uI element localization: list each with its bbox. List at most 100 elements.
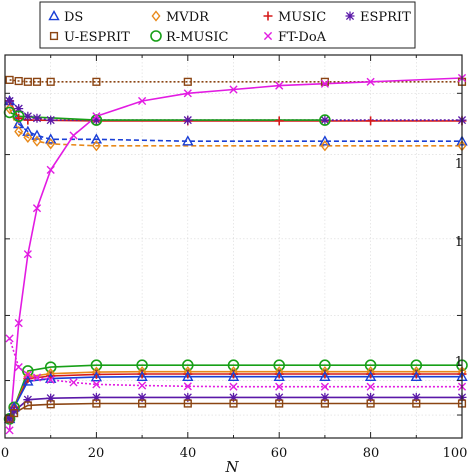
series-point-ft-doa xyxy=(32,204,42,213)
lower-series-line-ft-doa xyxy=(8,338,462,388)
y-tick-label: 1 xyxy=(455,157,463,172)
lower-series-point-esprit xyxy=(274,392,284,402)
legend-marker-ft-doa xyxy=(263,31,273,41)
series-point-esprit xyxy=(320,115,330,125)
legend-marker-r-music xyxy=(150,30,162,42)
lower-series-point-u-esprit xyxy=(23,401,32,410)
series-point-mvdr xyxy=(5,102,15,115)
x-tick-label: 0 xyxy=(1,446,9,461)
lower-series-point-ft-doa xyxy=(5,334,14,343)
series-point-u-esprit xyxy=(320,77,329,86)
lower-series-point-u-esprit xyxy=(10,409,19,418)
series-line-mvdr xyxy=(8,108,462,147)
series-point-esprit xyxy=(91,115,101,125)
series-point-ds xyxy=(45,133,57,144)
series-point-mvdr xyxy=(91,140,101,152)
legend-label: ESPRIT xyxy=(360,10,411,25)
series-point-esprit xyxy=(14,104,24,114)
series-point-mvdr xyxy=(320,140,330,152)
lower-series-line-r-music xyxy=(8,364,462,420)
series-markers xyxy=(3,73,468,435)
lower-series-point-u-esprit xyxy=(46,400,55,409)
lower-series-point-esprit xyxy=(320,392,330,402)
lower-series-point-esprit xyxy=(46,393,56,403)
series-point-u-esprit xyxy=(5,75,14,84)
lower-series-point-ds xyxy=(364,370,377,382)
series-point-esprit xyxy=(23,111,33,121)
lower-series-point-ds xyxy=(410,370,422,382)
lower-series-point-esprit xyxy=(366,392,376,402)
lower-series-point-u-esprit xyxy=(320,399,329,408)
series-point-ft-doa xyxy=(69,131,78,140)
lower-series-point-esprit xyxy=(9,406,19,416)
series-point-ft-doa xyxy=(183,89,192,98)
y-tick-label: 1 xyxy=(455,235,463,250)
series-point-ft-doa xyxy=(14,319,23,328)
lower-series-point-u-esprit xyxy=(92,399,101,408)
lower-series-point-ds xyxy=(182,370,194,382)
x-tick-label: 60 xyxy=(271,446,288,461)
series-point-esprit xyxy=(183,115,193,125)
series-point-ds xyxy=(31,129,43,140)
lower-series-point-ds xyxy=(22,375,34,386)
lower-series-point-ft-doa xyxy=(23,370,32,379)
series-point-ft-doa xyxy=(138,96,147,106)
series-point-ds xyxy=(22,125,34,136)
series-point-r-music xyxy=(90,114,103,126)
legend-box xyxy=(39,1,416,49)
lower-series-point-ds xyxy=(319,370,331,382)
series-point-u-esprit xyxy=(46,77,55,86)
series-point-ft-doa xyxy=(5,426,14,435)
lower-series-point-u-esprit xyxy=(366,399,375,408)
series-point-esprit xyxy=(46,115,56,125)
series-point-u-esprit xyxy=(183,77,192,86)
series-point-ft-doa xyxy=(46,165,55,174)
lower-series-point-u-esprit xyxy=(229,399,238,408)
series-point-ft-doa xyxy=(229,85,238,94)
series-point-ds xyxy=(182,135,194,146)
lower-series-point-ds xyxy=(136,370,148,382)
lower-series-point-ds xyxy=(90,371,103,382)
series-point-music xyxy=(366,116,376,126)
lower-series-point-esprit xyxy=(91,392,101,402)
lower-series-point-u-esprit xyxy=(183,399,192,408)
series-point-u-esprit xyxy=(14,76,23,86)
series-point-esprit xyxy=(32,113,42,123)
lower-series-point-esprit xyxy=(411,392,421,402)
series-point-mvdr xyxy=(14,125,24,138)
x-tick-label: 20 xyxy=(88,446,105,461)
x-tick-label: 40 xyxy=(180,446,197,461)
series-point-ft-doa xyxy=(366,77,375,86)
x-tick-label: 80 xyxy=(363,446,380,461)
series-point-ft-doa xyxy=(275,81,284,90)
series-point-u-esprit xyxy=(32,77,42,86)
lower-series-point-ft-doa xyxy=(46,375,55,384)
legend: DS MVDR MUSIC ESPRIT U-ESPRIT R-MUSIC FT-DoA xyxy=(39,1,416,49)
lower-series-point-ft-doa xyxy=(138,381,147,390)
lower-series-point-ft-doa xyxy=(32,373,42,382)
lower-series-point-ft-doa xyxy=(275,382,284,391)
series-point-esprit xyxy=(5,96,15,106)
series-point-u-esprit xyxy=(92,77,101,86)
x-axis-label: N xyxy=(224,458,239,474)
lower-series-point-esprit xyxy=(23,395,33,405)
lower-series-point-ds xyxy=(227,370,240,382)
lower-series-point-ft-doa xyxy=(92,380,101,389)
lower-series-point-u-esprit xyxy=(138,399,147,408)
lower-series-point-ft-doa xyxy=(14,363,23,372)
lower-series-point-esprit xyxy=(137,392,147,402)
lower-series-point-u-esprit xyxy=(275,399,284,408)
lower-series-line-u-esprit xyxy=(8,402,462,420)
lower-series-point-ft-doa xyxy=(69,378,78,387)
legend-label: MVDR xyxy=(166,10,210,25)
legend-label: U-ESPRIT xyxy=(64,30,130,45)
lower-series-point-u-esprit xyxy=(412,399,421,408)
legend-label: DS xyxy=(64,10,83,25)
series-point-music xyxy=(274,116,284,126)
legend-label: FT-DoA xyxy=(278,30,327,45)
lower-series-point-ft-doa xyxy=(183,382,192,391)
series-point-u-esprit xyxy=(23,77,32,86)
legend-marker-mvdr xyxy=(151,10,161,22)
y-tick-label: 1 xyxy=(455,355,463,370)
